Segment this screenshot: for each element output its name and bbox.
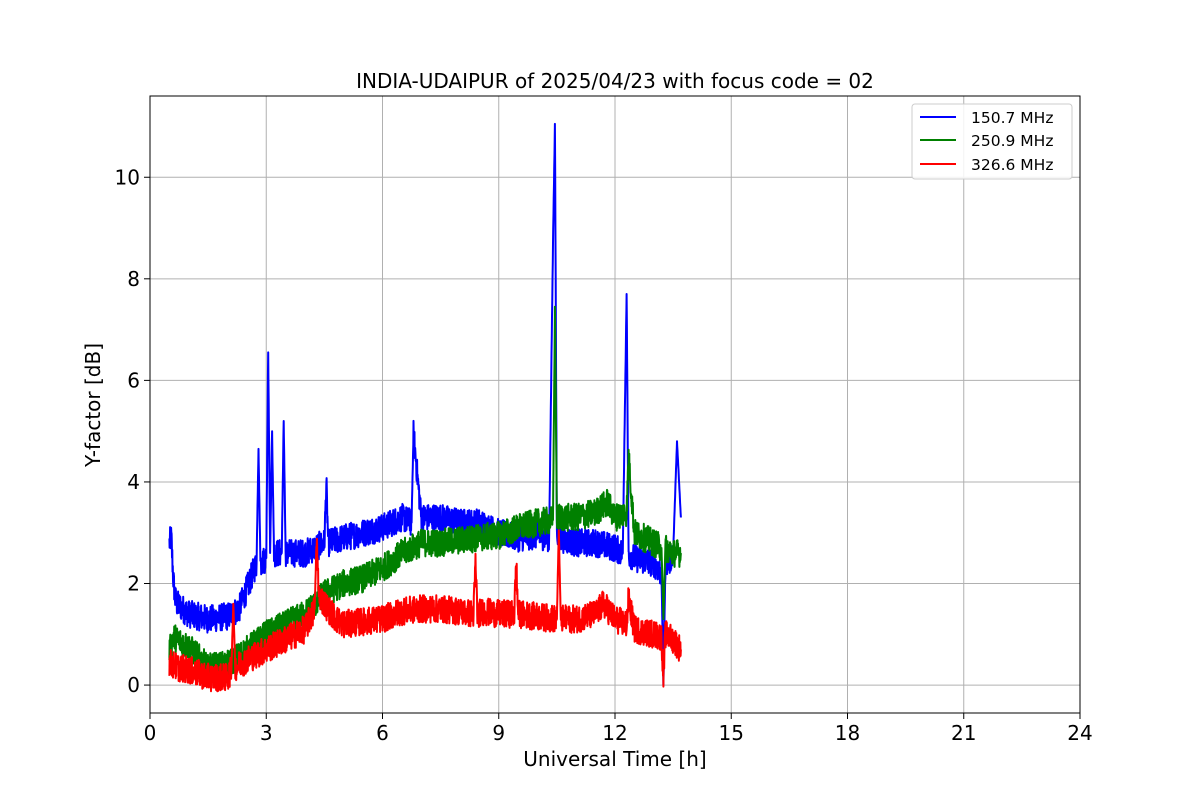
x-tick-label: 18 xyxy=(835,721,860,745)
series-line-326-6 xyxy=(168,529,682,693)
x-tick-label: 24 xyxy=(1067,721,1092,745)
legend-label-150-mhz: 150.7 MHz xyxy=(971,109,1053,127)
y-axis-label: Y-factor [dB] xyxy=(81,343,105,468)
y-tick-label: 4 xyxy=(127,470,140,494)
legend: 150.7 MHz 250.9 MHz 326.6 MHz xyxy=(911,103,1073,180)
plot-series xyxy=(168,122,682,693)
x-tick-label: 3 xyxy=(260,721,273,745)
legend-label-326-mhz: 326.6 MHz xyxy=(971,156,1053,174)
x-axis-label: Universal Time [h] xyxy=(523,747,706,771)
series-line-250-9 xyxy=(168,305,682,682)
x-tick-label: 15 xyxy=(719,721,744,745)
series-line-150-7 xyxy=(168,122,682,687)
legend-box xyxy=(911,103,1073,180)
x-tick-label: 9 xyxy=(492,721,505,745)
x-tick-label: 21 xyxy=(951,721,976,745)
x-axis-ticks: 0 3 6 9 12 15 18 21 24 xyxy=(144,713,1093,745)
chart-title: INDIA-UDAIPUR of 2025/04/23 with focus c… xyxy=(356,69,874,93)
legend-label-250-mhz: 250.9 MHz xyxy=(971,132,1053,150)
x-tick-label: 6 xyxy=(376,721,389,745)
y-tick-label: 2 xyxy=(127,572,140,596)
y-tick-label: 0 xyxy=(127,673,140,697)
x-tick-label: 0 xyxy=(144,721,157,745)
y-tick-label: 10 xyxy=(115,165,140,189)
y-tick-label: 6 xyxy=(127,368,140,392)
y-tick-label: 8 xyxy=(127,267,140,291)
y-axis-ticks: 0 2 4 6 8 10 xyxy=(115,165,150,697)
x-tick-label: 12 xyxy=(602,721,627,745)
